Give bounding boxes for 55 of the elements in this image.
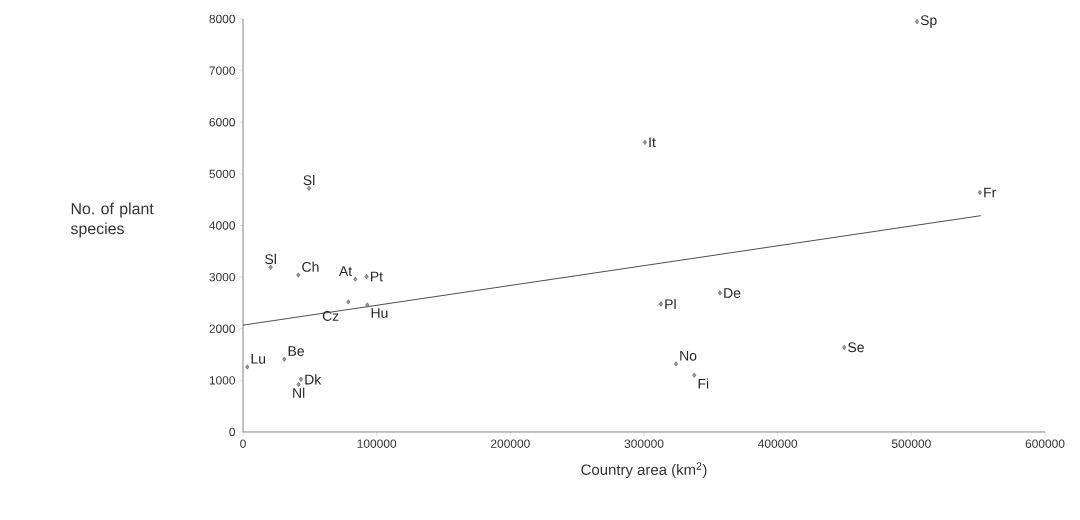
annotation: Sp	[920, 15, 937, 28]
point	[692, 372, 697, 378]
annotation: Be	[288, 346, 304, 357]
annotation: Nl	[293, 387, 305, 398]
annotation: No	[680, 350, 697, 361]
annotation: Hu	[371, 308, 388, 318]
y-tick-label: 3000	[209, 272, 236, 282]
point	[659, 301, 663, 307]
y-tick-label: 4000	[209, 221, 236, 230]
y-tick-label: 8000	[209, 14, 236, 24]
annotation: Sl	[265, 253, 276, 265]
annotation: Cz	[322, 311, 339, 321]
point	[842, 344, 847, 350]
annotation: Dk	[305, 374, 322, 385]
x-axis-title: Country area (km$^{2}$)	[581, 462, 707, 478]
point	[674, 361, 678, 367]
point	[346, 299, 351, 305]
annotation: Pl	[665, 298, 676, 310]
annotation: Ch	[302, 261, 319, 272]
x-tick-label: 500000	[891, 439, 931, 448]
annotation: De	[724, 288, 741, 298]
x-tick-label: 400000	[758, 439, 798, 448]
point	[364, 274, 369, 280]
point	[915, 19, 919, 25]
annotation: Fi	[698, 378, 709, 389]
y-tick-label: 7000	[209, 66, 236, 75]
x-tick-label: 200000	[490, 439, 530, 448]
y-tick-label: 5000	[209, 169, 236, 179]
point	[282, 356, 287, 362]
point	[643, 139, 647, 145]
annotation: Pt	[370, 271, 383, 282]
point	[717, 290, 722, 296]
y-axis-title: No. of plant species	[70, 202, 154, 238]
y-tick-label: 0	[229, 427, 236, 437]
point	[353, 276, 358, 282]
x-tick-label: 0	[240, 439, 246, 448]
point	[245, 364, 250, 370]
annotation: It	[649, 137, 656, 148]
point	[365, 302, 370, 308]
point	[977, 189, 982, 195]
y-tick-label: 6000	[209, 118, 236, 127]
annotation: Lu	[251, 354, 266, 364]
point	[299, 376, 303, 382]
point	[268, 264, 273, 270]
y-tick-label: 2000	[209, 324, 236, 333]
point	[296, 272, 301, 278]
annotation: At	[338, 266, 353, 276]
annotation: Se	[848, 342, 864, 353]
point	[296, 382, 301, 387]
x-tick-label: 300000	[624, 439, 664, 448]
annotation: Fr	[984, 187, 997, 198]
annotation: Sl	[303, 174, 315, 186]
x-tick-label: 600000	[1025, 439, 1065, 448]
y-tick-label: 1000	[209, 376, 236, 385]
x-tick-label: 100000	[357, 439, 397, 448]
